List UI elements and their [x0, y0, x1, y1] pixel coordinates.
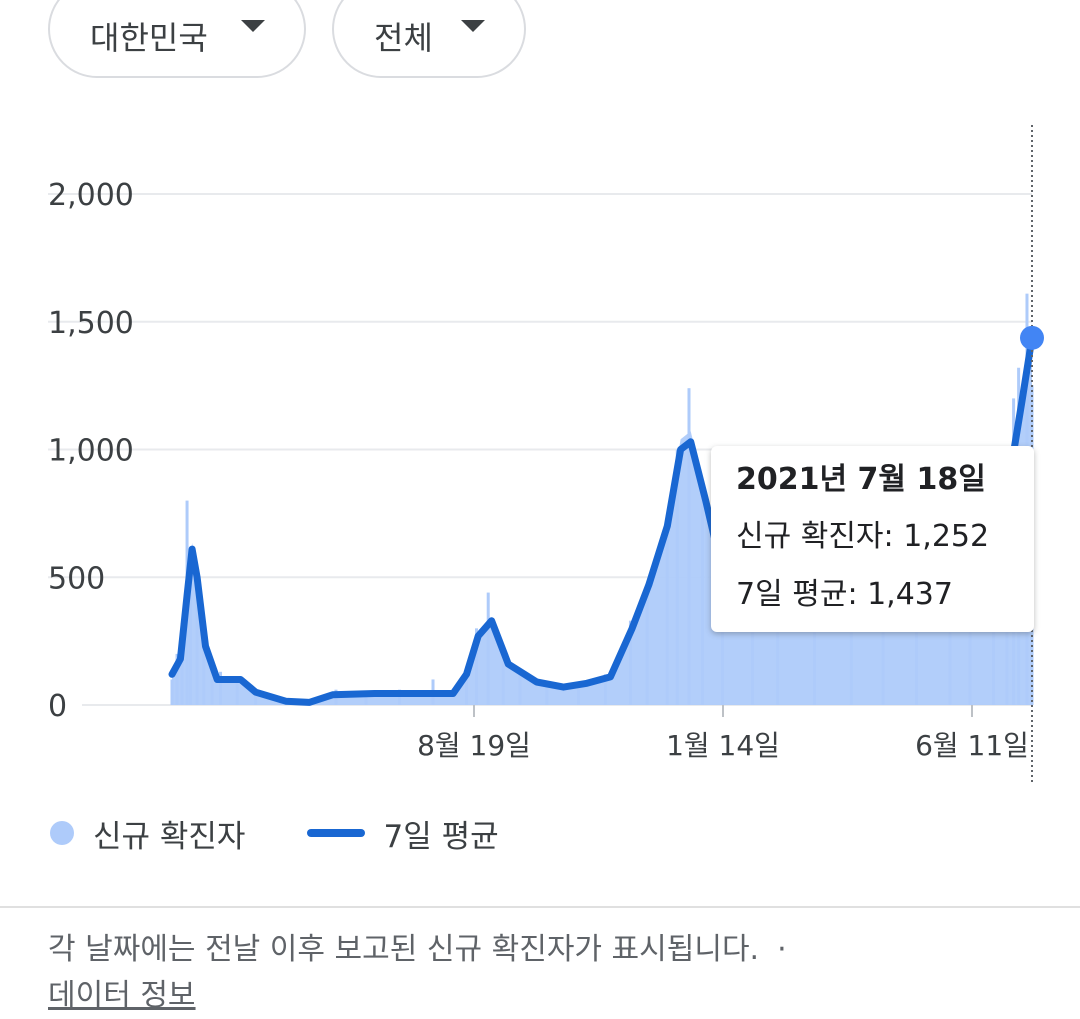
case-bar: [195, 590, 199, 705]
legend-cases-swatch: [50, 821, 74, 845]
y-tick-label: 500: [48, 561, 105, 596]
y-tick-label: 1,000: [48, 434, 134, 469]
case-bar: [254, 694, 258, 705]
country-filter-button[interactable]: 대한민국: [48, 0, 306, 78]
chart-legend: 신규 확진자 7일 평균: [50, 810, 499, 856]
case-bar: [175, 653, 179, 705]
case-bar: [700, 482, 704, 705]
case-bar: [364, 694, 368, 705]
case-bar: [202, 646, 206, 705]
case-bar: [219, 671, 223, 705]
x-axis: 8월 19일 1월 14일 6월 11일: [417, 705, 1029, 762]
case-bar: [475, 628, 479, 705]
case-bar: [279, 702, 283, 705]
case-bar: [675, 449, 679, 705]
y-tick-label: 0: [48, 689, 67, 724]
case-bar: [501, 661, 505, 705]
legend-cases-label: 신규 확진자: [93, 818, 246, 855]
tooltip-new-cases-label: 신규 확진자: [736, 519, 884, 554]
case-bar: [210, 679, 214, 705]
case-bar: [180, 623, 184, 705]
case-bar: [687, 388, 691, 705]
divider: [0, 906, 1080, 908]
case-bar: [665, 526, 669, 705]
case-bar: [645, 590, 649, 705]
case-bar: [545, 687, 549, 705]
footnote-text: 각 날짜에는 전날 이후 보고된 신규 확진자가 표시됩니다.: [48, 932, 760, 967]
case-bar: [812, 590, 816, 705]
case-bar: [628, 620, 632, 705]
dropdown-caret-icon: [461, 20, 485, 32]
footnote: 각 날짜에는 전날 이후 보고된 신규 확진자가 표시됩니다. · 데이터 정보: [48, 927, 1048, 1019]
case-bar: [915, 564, 919, 705]
case-bar: [603, 674, 607, 705]
tooltip-average-label: 7일 평균: [736, 577, 848, 612]
chart-tooltip: 2021년 7월 18일 신규 확진자: 1,252 7일 평균: 1,437: [711, 446, 1034, 632]
y-tick-label: 2,000: [48, 178, 134, 213]
case-bar: [170, 679, 174, 705]
case-bar: [235, 682, 239, 705]
country-filter-label: 대한민국: [90, 19, 208, 57]
case-bar: [751, 592, 755, 705]
scope-filter-label: 전체: [374, 19, 433, 57]
tooltip-average-value: 1,437: [867, 577, 953, 612]
tooltip-new-cases-value: 1,252: [903, 519, 990, 554]
y-axis-labels: 0 500 1,000 1,500 2,000: [48, 178, 134, 724]
x-tick-label: 1월 14일: [666, 729, 780, 762]
case-bar: [577, 682, 581, 705]
x-tick-label: 6월 11일: [915, 729, 1029, 762]
footnote-separator: ·: [777, 932, 787, 967]
tooltip-date: 2021년 7월 18일: [736, 462, 986, 497]
case-bar: [720, 572, 724, 705]
case-bar: [464, 666, 468, 705]
dropdown-caret-icon: [241, 20, 265, 32]
case-bar: [486, 592, 490, 705]
x-tick-label: 8월 19일: [417, 729, 531, 762]
legend-average-swatch: [307, 829, 366, 837]
case-bar: [518, 674, 522, 705]
case-bar: [849, 577, 853, 705]
case-bar: [948, 577, 952, 705]
data-info-link[interactable]: 데이터 정보: [48, 978, 196, 1013]
cases-chart[interactable]: 0 500 1,000 1,500 2,000 8월 19일 1월 14일 6월 11일: [0, 0, 1080, 800]
case-bar: [398, 689, 402, 705]
scope-filter-button[interactable]: 전체: [332, 0, 526, 78]
tooltip-new-cases: 신규 확진자: 1,252: [736, 519, 990, 554]
y-tick-label: 1,500: [48, 306, 134, 341]
highlight-point: [1020, 325, 1044, 350]
legend-average-label: 7일 평균: [383, 818, 499, 855]
case-bar: [968, 569, 972, 705]
case-bar: [188, 551, 192, 705]
tooltip-average: 7일 평균: 1,437: [736, 577, 953, 612]
